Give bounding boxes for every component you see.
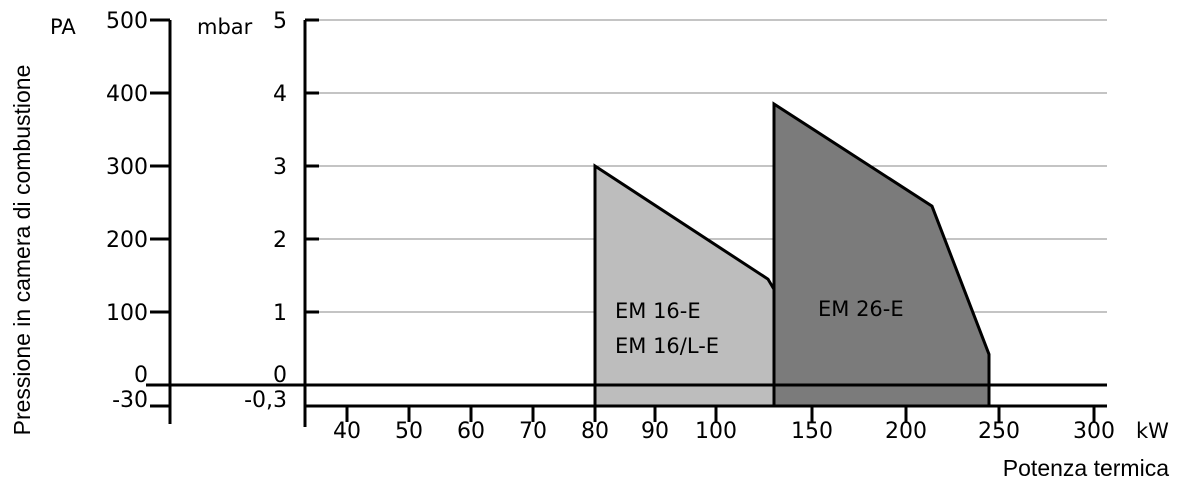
x-tick-label-6: 100	[695, 419, 737, 444]
axis-labels: Pressione in camera di combustione PA mb…	[9, 15, 1169, 481]
pa-tick-label-5: 0	[134, 363, 148, 388]
region-label-em26: EM 26-E	[818, 297, 904, 321]
mbar-unit-label: mbar	[197, 15, 253, 39]
region-fill-1	[774, 103, 989, 406]
pa-tick-label-1: 400	[106, 82, 148, 107]
pa-unit-label: PA	[50, 15, 76, 39]
x-tick-label-1: 50	[395, 419, 423, 444]
mbar-tick-label-5: 0	[273, 363, 287, 388]
axes	[146, 18, 1107, 427]
region-label-em16: EM 16-E	[615, 299, 701, 323]
x-tick-label-3: 70	[519, 419, 547, 444]
x-tick-label-9: 250	[978, 419, 1020, 444]
kw-unit-label: kW	[1136, 419, 1169, 443]
x-tick-label-4: 80	[581, 419, 609, 444]
operating-regions: EM 16-E EM 16/L-E EM 26-E	[593, 101, 991, 406]
x-tick-label-7: 150	[791, 419, 833, 444]
mbar-tick-label-0: 5	[273, 9, 287, 34]
mbar-tick-label-2: 3	[273, 155, 287, 180]
pa-tick-label-0: 500	[106, 9, 148, 34]
region-outline-1	[772, 101, 991, 406]
region-fill-0	[595, 166, 822, 406]
y-axis-title: Pressione in camera di combustione	[9, 65, 35, 436]
mbar-tick-label-3: 2	[273, 228, 287, 253]
x-tick-label-2: 60	[457, 419, 485, 444]
region-label-em16l: EM 16/L-E	[615, 334, 719, 358]
x-tick-label-10: 300	[1073, 419, 1115, 444]
x-tick-label-8: 200	[885, 419, 927, 444]
mbar-tick-label-6: -0,3	[244, 388, 287, 413]
pa-tick-label-6: -30	[112, 388, 148, 413]
mbar-tick-label-4: 1	[273, 301, 287, 326]
x-tick-label-5: 90	[641, 419, 669, 444]
pa-tick-label-3: 200	[106, 228, 148, 253]
mbar-tick-label-1: 4	[273, 82, 287, 107]
pa-tick-label-4: 100	[106, 301, 148, 326]
x-tick-label-0: 40	[333, 419, 361, 444]
pa-tick-label-2: 300	[106, 155, 148, 180]
x-axis-title: Potenza termica	[1003, 455, 1169, 481]
